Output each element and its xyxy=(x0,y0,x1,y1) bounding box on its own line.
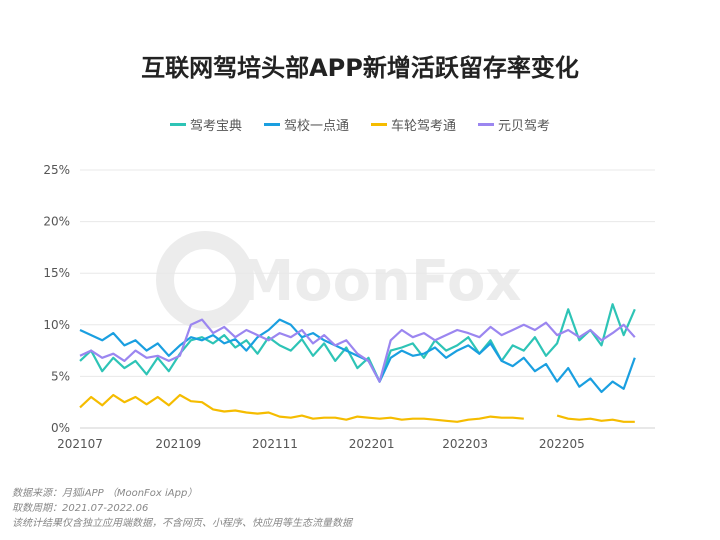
x-tick-label: 202107 xyxy=(57,437,103,451)
note-line: 取数周期：2021.07-2022.06 xyxy=(12,503,149,514)
note-line: 数据来源：月狐iAPP （MoonFox iApp） xyxy=(12,488,198,499)
x-tick-label: 202203 xyxy=(442,437,488,451)
legend-label: 车轮驾考通 xyxy=(391,119,457,134)
y-tick-label: 20% xyxy=(43,215,70,229)
y-tick-label: 10% xyxy=(43,318,70,332)
series-line xyxy=(79,318,636,393)
note-line: 该统计结果仅含独立应用端数据，不含网页、小程序、快应用等生态流量数据 xyxy=(12,518,352,529)
legend-swatch xyxy=(169,123,186,126)
legend-item: 驾校一点通 xyxy=(263,115,349,134)
series-line xyxy=(79,318,636,383)
line-chart: MoonFox 0% 5% 10% 15% 20% 25% 202107 202109 20211… xyxy=(43,163,655,451)
legend-swatch xyxy=(371,123,387,126)
legend-item: 驾考宝典 xyxy=(169,115,242,134)
legend-swatch xyxy=(263,123,280,126)
watermark: MoonFox xyxy=(238,249,521,314)
legend-label: 驾校一点通 xyxy=(283,119,349,134)
legend-label: 元贝驾考 xyxy=(498,119,551,134)
x-tick-label: 202109 xyxy=(155,437,201,451)
legend-item: 车轮驾考通 xyxy=(371,115,456,134)
source-notes: 数据来源：月狐iAPP （MoonFox iApp） 取数周期：2021.07-… xyxy=(12,486,352,531)
legend-item: 元贝驾考 xyxy=(478,115,550,134)
series-line xyxy=(79,303,636,383)
watermark-logo xyxy=(156,231,254,329)
y-tick-label: 5% xyxy=(51,369,70,383)
chart-title: 互联网驾培头部APP新增活跃留存率变化 xyxy=(141,54,579,82)
x-tick-label: 202111 xyxy=(252,437,298,451)
x-tick-label: 202205 xyxy=(539,437,585,451)
x-tick-label: 202201 xyxy=(349,437,395,451)
legend-swatch xyxy=(478,123,495,126)
legend-label: 驾考宝典 xyxy=(189,119,242,134)
y-tick-label: 25% xyxy=(43,163,70,177)
legend: 驾考宝典 驾校一点通 车轮驾考通 元贝驾考 xyxy=(0,115,720,134)
y-tick-label: 0% xyxy=(51,421,70,435)
series-line xyxy=(79,393,635,423)
y-tick-label: 15% xyxy=(43,266,70,280)
